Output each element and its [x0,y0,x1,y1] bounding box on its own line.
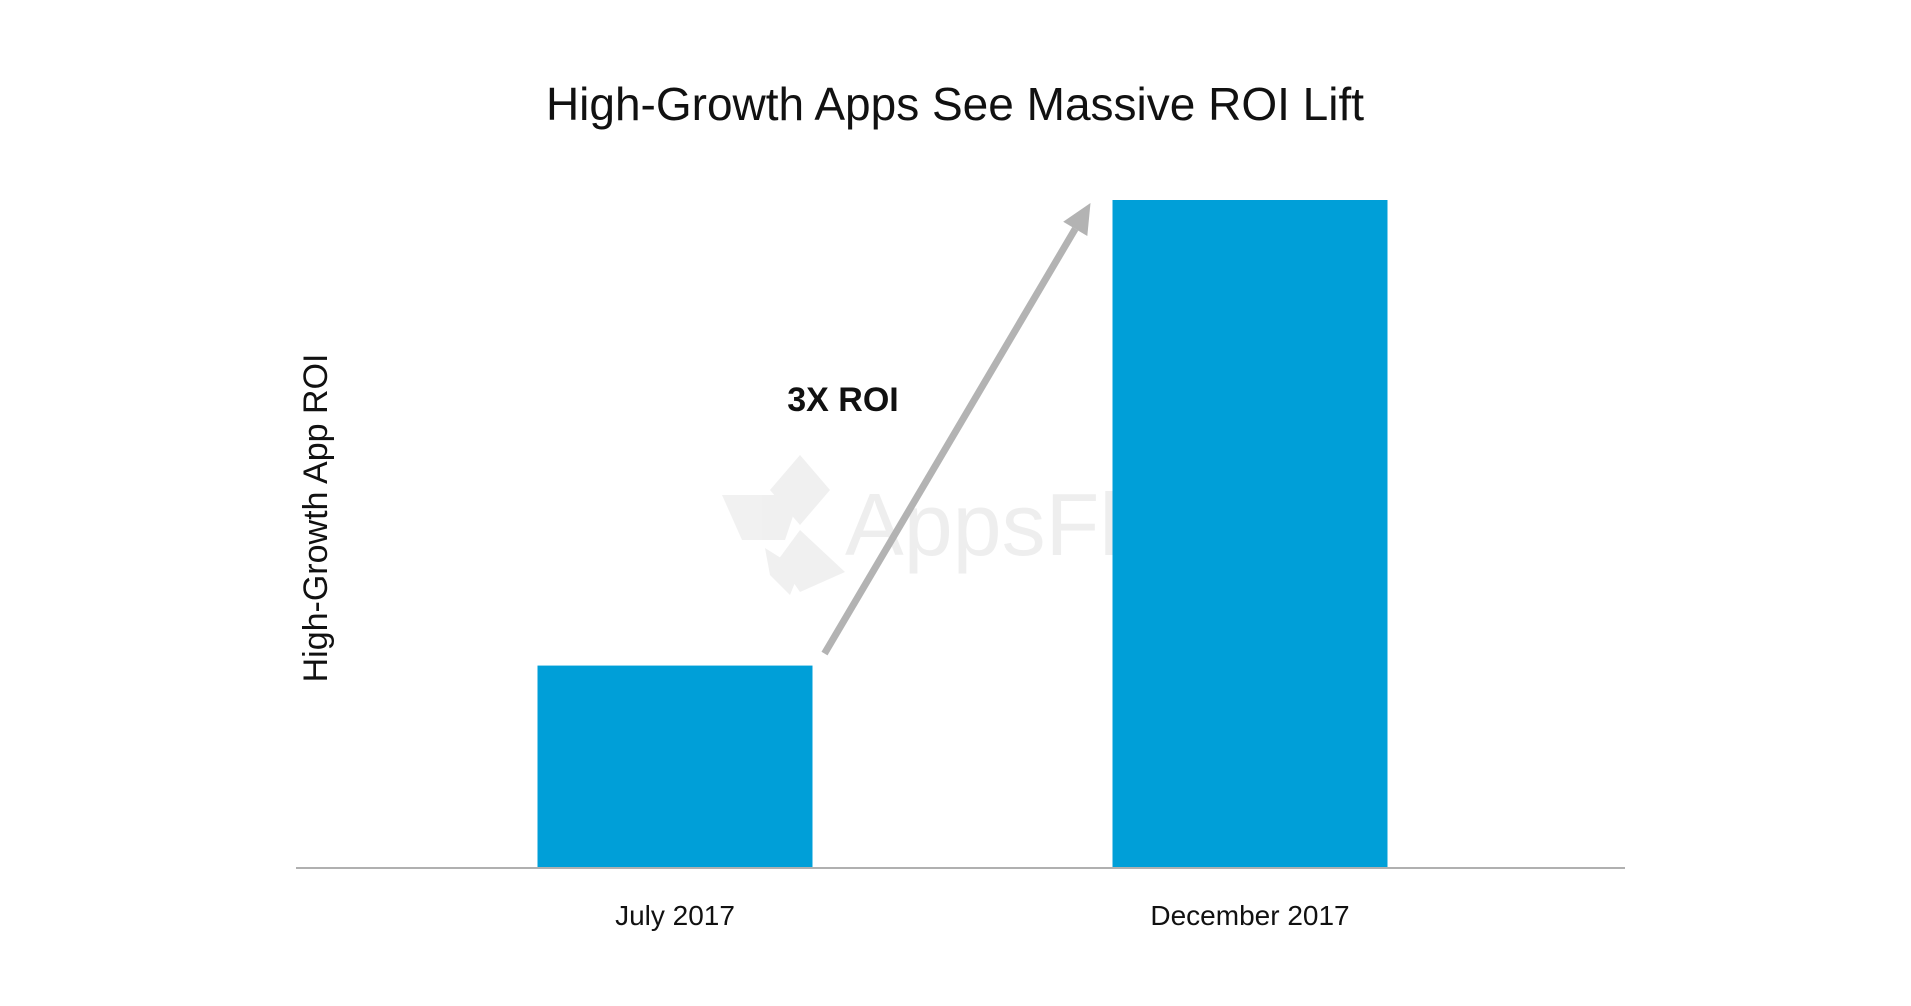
growth-arrow-shaft [821,227,1079,656]
chart-title: High-Growth Apps See Massive ROI Lift [546,78,1364,130]
x-tick-labels: July 2017 December 2017 [615,900,1350,931]
bar-december-2017 [1112,200,1388,868]
x-tick-label: December 2017 [1150,900,1349,931]
bars-group [537,200,1388,868]
y-axis-label: High-Growth App ROI [297,354,335,683]
x-tick-label: July 2017 [615,900,735,931]
growth-annotation: 3X ROI [787,203,1091,656]
annotation-label: 3X ROI [787,381,898,419]
bar-july-2017 [537,665,813,868]
growth-arrow-head [1063,203,1091,236]
